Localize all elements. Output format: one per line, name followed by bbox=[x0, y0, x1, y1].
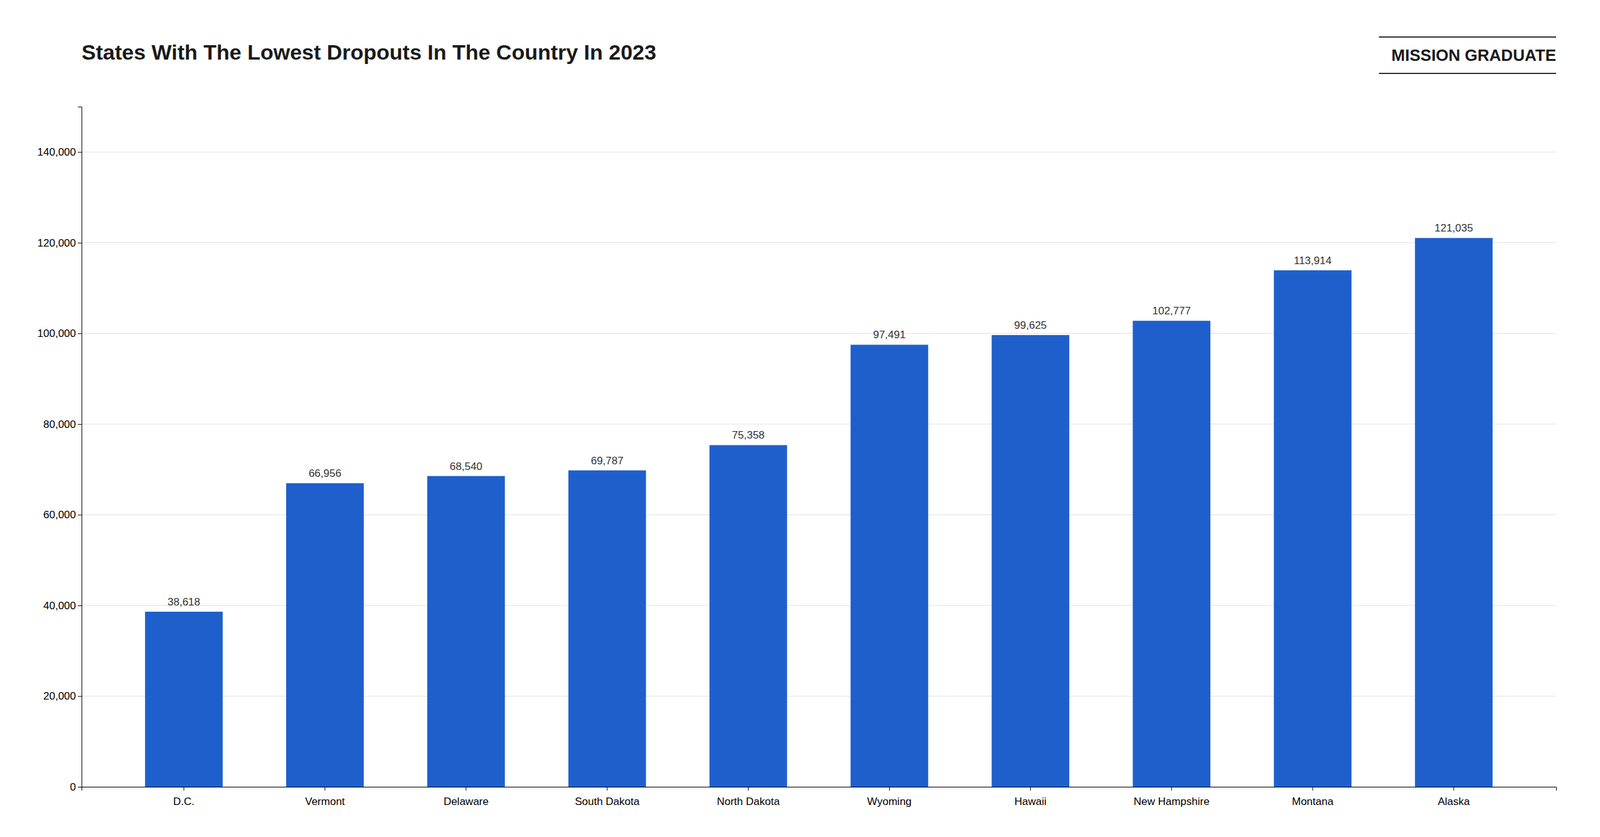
x-tick: Montana bbox=[1291, 786, 1334, 808]
chart-svg: 38,618 66,956 68,540 69,787 75,358 97,491 99,6… bbox=[0, 0, 1600, 837]
grid-line bbox=[81, 242, 1557, 243]
bars bbox=[144, 237, 1493, 787]
x-tick-mark bbox=[1453, 786, 1454, 791]
y-tick-mark bbox=[77, 242, 82, 244]
y-tick: 100,000 bbox=[37, 327, 82, 340]
x-axis-line bbox=[82, 787, 1557, 792]
grid-line bbox=[81, 151, 1557, 153]
y-tick-label: 60,000 bbox=[43, 508, 76, 521]
bar bbox=[568, 470, 647, 787]
y-tick-mark bbox=[77, 333, 82, 334]
x-tick-mark bbox=[606, 786, 608, 791]
x-tick: South Dakota bbox=[574, 786, 640, 808]
y-tick: 0 bbox=[70, 781, 82, 794]
y-tick-mark bbox=[77, 514, 82, 516]
data-label: 113,914 bbox=[1293, 254, 1332, 267]
y-tick-mark bbox=[77, 151, 82, 153]
data-label: 97,491 bbox=[872, 328, 906, 341]
bar bbox=[286, 483, 364, 787]
annotation-rule bbox=[1379, 72, 1557, 75]
x-tick: Wyoming bbox=[867, 786, 912, 808]
data-label: 75,358 bbox=[732, 429, 765, 442]
x-tick-mark bbox=[183, 786, 185, 791]
y-tick-label: 0 bbox=[70, 781, 76, 794]
x-tick: Hawaii bbox=[1014, 786, 1047, 808]
annotation: MISSION GRADUATE bbox=[1391, 45, 1557, 65]
x-tick: Alaska bbox=[1437, 786, 1471, 808]
x-tick-label: North Dakota bbox=[716, 795, 780, 808]
x-tick-mark bbox=[465, 786, 467, 791]
y-axis: 0 20,000 40,000 60,000 80,000 100,000 120,000 1… bbox=[37, 107, 83, 794]
data-label: 121,035 bbox=[1434, 222, 1473, 235]
data-label: 69,787 bbox=[591, 454, 624, 467]
data-label: 38,618 bbox=[167, 596, 201, 608]
y-tick-label: 140,000 bbox=[37, 146, 76, 159]
y-tick-mark bbox=[77, 424, 82, 425]
y-tick-label: 40,000 bbox=[43, 599, 76, 612]
x-tick-mark bbox=[747, 786, 749, 791]
grid bbox=[81, 151, 1557, 787]
y-tick: 60,000 bbox=[43, 508, 82, 521]
x-tick-mark bbox=[889, 786, 890, 791]
x-tick-label: South Dakota bbox=[574, 795, 640, 808]
x-tick-mark bbox=[1312, 786, 1314, 791]
data-label: 102,777 bbox=[1152, 304, 1191, 317]
annotation-rule bbox=[1379, 36, 1557, 38]
x-tick: New Hampshire bbox=[1133, 786, 1210, 808]
y-axis-line bbox=[77, 107, 83, 788]
x-axis: D.C. Vermont Delaware South Dakota North Dak… bbox=[82, 786, 1557, 808]
y-tick: 120,000 bbox=[37, 237, 82, 250]
data-label: 66,956 bbox=[308, 467, 342, 480]
y-tick-mark bbox=[77, 605, 82, 607]
x-tick-label: D.C. bbox=[173, 795, 195, 808]
y-tick: 140,000 bbox=[37, 146, 82, 159]
x-tick-mark bbox=[324, 786, 326, 791]
bar bbox=[709, 444, 788, 787]
y-tick-label: 120,000 bbox=[37, 237, 76, 250]
x-tick-label: Wyoming bbox=[867, 795, 912, 808]
x-tick: North Dakota bbox=[716, 786, 780, 808]
x-tick-label: Delaware bbox=[443, 795, 489, 808]
bar bbox=[144, 611, 223, 787]
bar bbox=[427, 476, 506, 787]
plot-area: 38,618 66,956 68,540 69,787 75,358 97,491 99,6… bbox=[37, 107, 1557, 809]
y-tick: 20,000 bbox=[43, 690, 82, 703]
x-tick-mark bbox=[1171, 786, 1173, 791]
x-tick-label: Hawaii bbox=[1014, 795, 1047, 808]
data-labels: 38,618 66,956 68,540 69,787 75,358 97,491 99,6… bbox=[167, 222, 1474, 608]
x-tick-mark bbox=[1030, 786, 1031, 791]
y-tick-label: 20,000 bbox=[43, 690, 76, 703]
y-tick: 40,000 bbox=[43, 599, 82, 612]
data-label: 68,540 bbox=[449, 460, 483, 473]
x-tick-label: Vermont bbox=[304, 795, 346, 808]
annotations: MISSION GRADUATE bbox=[1379, 37, 1557, 74]
bar bbox=[991, 335, 1070, 787]
y-tick-label: 100,000 bbox=[37, 327, 76, 340]
x-tick-label: Alaska bbox=[1437, 795, 1471, 808]
data-label: 99,625 bbox=[1013, 319, 1047, 332]
y-tick-label: 80,000 bbox=[43, 418, 76, 431]
bar bbox=[1414, 237, 1493, 787]
x-tick: D.C. bbox=[173, 786, 195, 808]
y-tick: 80,000 bbox=[43, 418, 82, 431]
x-tick-label: Montana bbox=[1291, 795, 1334, 808]
y-tick-mark bbox=[77, 786, 82, 788]
bar bbox=[1273, 270, 1352, 787]
x-tick-label: New Hampshire bbox=[1133, 795, 1210, 808]
y-tick-mark bbox=[77, 695, 82, 697]
bar bbox=[850, 344, 929, 787]
bar bbox=[1132, 320, 1211, 787]
x-tick: Vermont bbox=[304, 786, 346, 808]
x-tick: Delaware bbox=[443, 786, 489, 808]
chart-title: States With The Lowest Dropouts In The C… bbox=[81, 40, 657, 64]
